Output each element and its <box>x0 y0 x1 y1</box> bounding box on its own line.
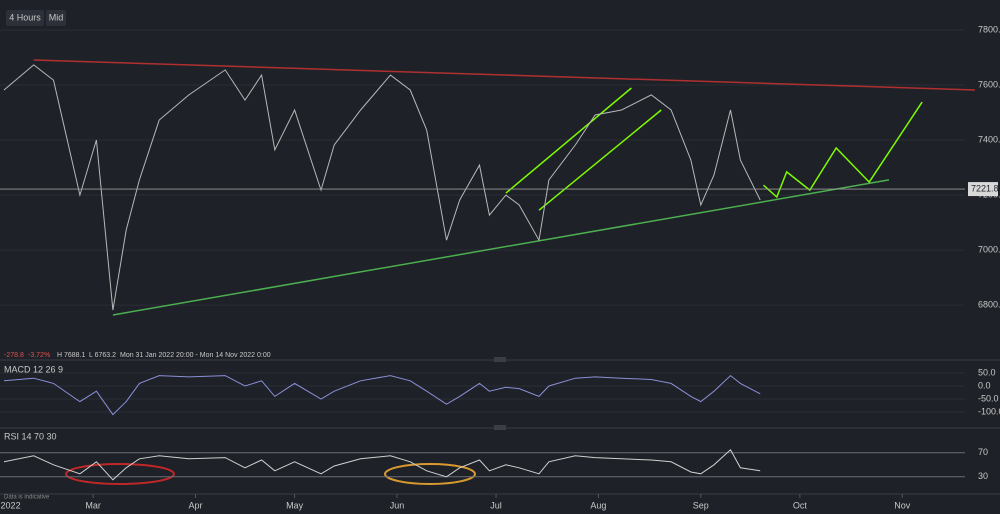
y-tick-label: 7000.0 <box>978 244 1000 254</box>
x-tick-label: Apr <box>189 500 203 510</box>
x-tick-label: Aug <box>590 500 606 510</box>
divider-handle[interactable] <box>494 357 506 362</box>
x-tick-label: 2022 <box>1 500 21 510</box>
stat-change: -278.8 <box>4 352 24 359</box>
trendline <box>33 59 975 91</box>
stat-high: H 7688.1 <box>57 352 86 359</box>
y-tick-label: 0.0 <box>978 380 991 390</box>
y-tick-label: 7600.0 <box>978 79 1000 89</box>
x-tick-label: Oct <box>793 500 808 510</box>
macd-title: MACD 12 26 9 <box>4 364 63 374</box>
trendline <box>763 101 923 199</box>
y-tick-label: -50.0 <box>978 393 999 403</box>
x-tick-label: Sep <box>693 500 709 510</box>
x-tick-label: Mar <box>85 500 101 510</box>
x-tick-label: Jun <box>390 500 405 510</box>
highlight-ellipse <box>384 463 476 485</box>
series-line <box>3 64 761 311</box>
interval[interactable]: 4 Hours <box>9 12 41 22</box>
footnote: Data is indicative <box>4 495 50 501</box>
x-tick-label: May <box>286 500 304 510</box>
trendline <box>538 109 662 211</box>
x-tick-label: Nov <box>894 500 911 510</box>
last-price-label: 7221.8 <box>971 183 999 193</box>
series-line <box>3 374 761 416</box>
rsi-title: RSI 14 70 30 <box>4 431 57 441</box>
series-line <box>3 449 761 481</box>
stat-low: L 6763.2 <box>89 352 116 359</box>
y-tick-label: 50.0 <box>978 367 996 377</box>
stat-percent: -3.72% <box>28 352 50 359</box>
y-tick-label: -100.0 <box>978 406 1000 416</box>
y-tick-label: 70 <box>978 447 988 457</box>
y-tick-label: 7800.0 <box>978 24 1000 34</box>
y-tick-label: 30 <box>978 471 988 481</box>
trendline <box>112 179 890 316</box>
price-mode-button[interactable] <box>46 10 66 26</box>
divider-handle[interactable] <box>494 425 506 430</box>
y-tick-label: 7400.0 <box>978 134 1000 144</box>
trendline <box>505 87 632 194</box>
range-label: Mon 31 Jan 2022 20:00 - Mon 14 Nov 2022 … <box>120 352 271 359</box>
last-price-box <box>968 182 998 197</box>
price-mode[interactable]: Mid <box>49 12 64 22</box>
x-tick-label: Jul <box>490 500 502 510</box>
highlight-ellipse <box>65 463 175 485</box>
interval-button[interactable] <box>6 10 44 26</box>
y-tick-label: 6800.0 <box>978 299 1000 309</box>
